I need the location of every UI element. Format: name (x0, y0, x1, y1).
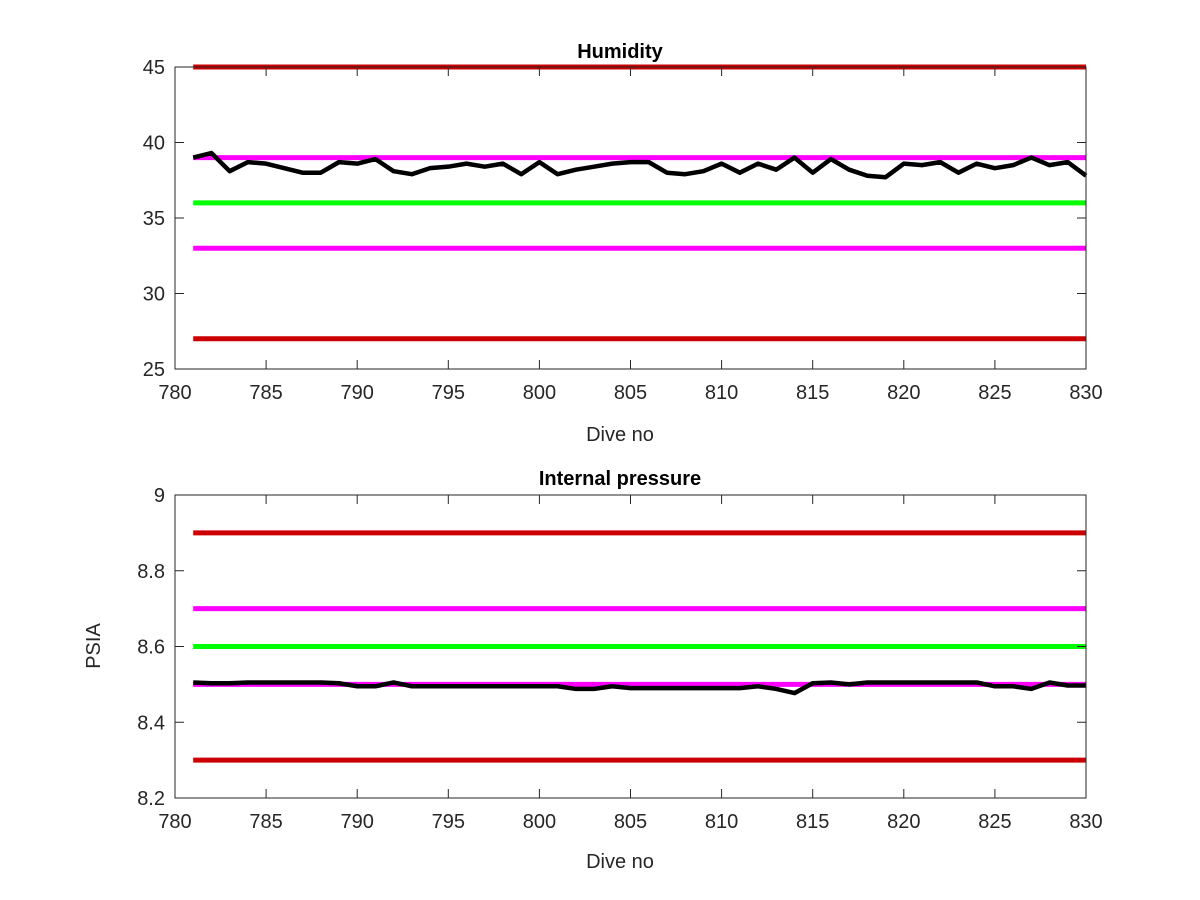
humidity-x-tick-label: 785 (249, 382, 282, 404)
humidity-panel: Humidity 780 785 790 795 800 805 810 815 820 825 8… (143, 41, 1103, 446)
pressure-series (193, 680, 1086, 696)
humidity-y-tick-label: 45 (143, 57, 165, 79)
pressure-y-axis-label: PSIA (83, 623, 105, 669)
humidity-x-tick-label: 795 (432, 382, 465, 404)
humidity-x-tick-label: 830 (1069, 382, 1102, 404)
humidity-y-tick-label: 30 (143, 284, 165, 306)
humidity-x-tick-label: 815 (796, 382, 829, 404)
humidity-x-tick-label: 780 (158, 382, 191, 404)
humidity-y-tick-label: 40 (143, 133, 165, 155)
humidity-y-tick-label: 35 (143, 208, 165, 230)
humidity-x-tick-label: 800 (523, 382, 556, 404)
pressure-y-tick-label: 8.4 (137, 712, 165, 734)
pressure-x-tick-label: 790 (341, 811, 374, 833)
pressure-x-tick-label: 805 (614, 811, 647, 833)
humidity-x-ticks: 780 785 790 795 800 805 810 815 820 825 830 (158, 67, 1103, 404)
humidity-data-line (192, 150, 1088, 180)
pressure-x-tick-label: 780 (158, 811, 191, 833)
pressure-x-tick-label: 785 (249, 811, 282, 833)
pressure-ref-lines (193, 530, 1086, 763)
pressure-x-tick-label: 825 (978, 811, 1011, 833)
humidity-y-tick-label: 25 (143, 359, 165, 381)
humidity-title: Humidity (577, 41, 663, 63)
pressure-y-tick-label: 8.2 (137, 788, 165, 810)
pressure-panel: Internal pressure 780 785 790 795 800 805 810 8… (83, 468, 1103, 873)
pressure-x-axis-label: Dive no (586, 851, 654, 873)
humidity-x-tick-label: 820 (887, 382, 920, 404)
pressure-x-tick-label: 810 (705, 811, 738, 833)
pressure-y-tick-label: 8.8 (137, 561, 165, 583)
pressure-title: Internal pressure (539, 468, 701, 490)
pressure-x-tick-label: 820 (887, 811, 920, 833)
pressure-data-line (193, 680, 1086, 696)
pressure-x-tick-label: 800 (523, 811, 556, 833)
humidity-x-axis-label: Dive no (586, 424, 654, 446)
humidity-series (192, 150, 1088, 180)
pressure-y-tick-label: 8.6 (137, 637, 165, 659)
pressure-x-tick-label: 795 (432, 811, 465, 833)
pressure-x-tick-label: 830 (1069, 811, 1102, 833)
humidity-x-tick-label: 805 (614, 382, 647, 404)
humidity-x-tick-label: 825 (978, 382, 1011, 404)
pressure-x-tick-label: 815 (796, 811, 829, 833)
pressure-y-ticks: 8.2 8.4 8.6 8.8 9 (137, 485, 1086, 810)
humidity-x-tick-label: 810 (705, 382, 738, 404)
pressure-y-tick-label: 9 (154, 485, 165, 507)
humidity-x-tick-label: 790 (341, 382, 374, 404)
humidity-y-ticks: 25 30 35 40 45 (143, 57, 1086, 381)
pressure-x-ticks: 780 785 790 795 800 805 810 815 820 825 830 (158, 495, 1103, 833)
